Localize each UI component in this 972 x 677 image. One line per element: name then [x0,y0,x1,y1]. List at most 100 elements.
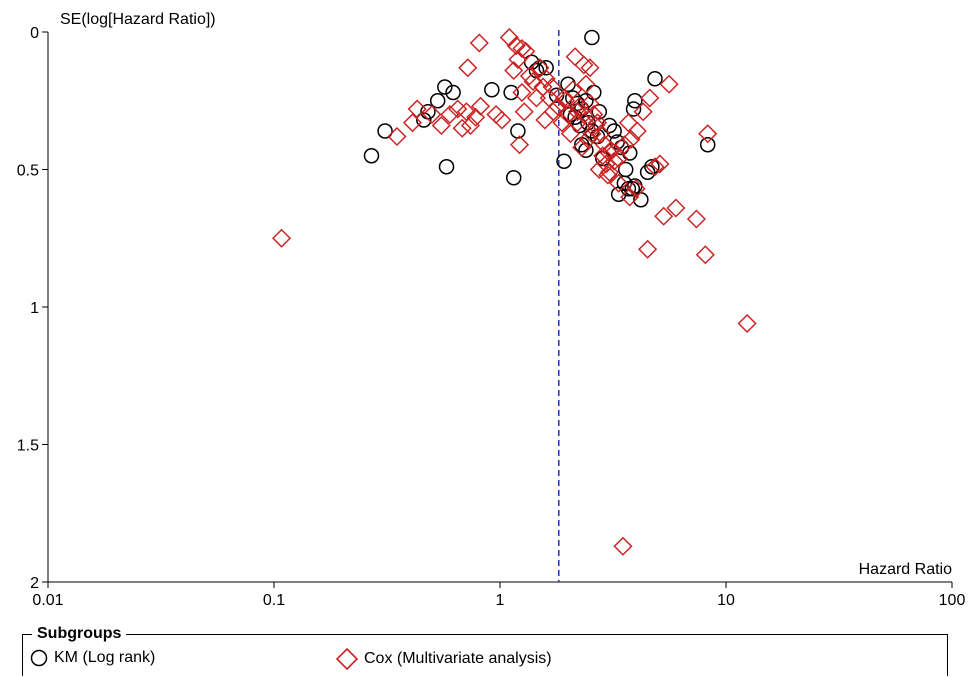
km-point [647,71,663,87]
y-tick-label: 1.5 [17,438,39,455]
cox-point [519,66,540,86]
cox-point [618,113,638,133]
cox-point [621,129,641,149]
cox-point [536,69,556,89]
km-point [438,159,455,175]
cox-point [686,209,707,229]
x-tick-label: 1 [496,592,505,609]
cox-point [499,27,519,48]
km-point [584,29,600,46]
y-tick-label: 0 [30,25,39,42]
cox-point [620,187,640,207]
cox-point [572,137,592,158]
cox-point [599,143,620,163]
km-point [484,82,500,98]
km-point [437,79,453,95]
cox-point [558,104,578,125]
cox-point [407,99,427,119]
km-point [377,123,393,139]
cox-point [576,74,596,94]
km-point [416,112,432,128]
legend-box [22,634,948,676]
km-point [445,84,461,101]
cox-point [654,206,674,226]
cox-point [698,124,718,144]
cox-point [609,148,629,169]
cox-point [580,58,600,78]
km-point [538,60,554,76]
cox-point [666,198,686,218]
cox-point [554,88,575,108]
km-point [363,148,380,164]
cox-point [613,536,633,556]
cox-point [431,115,451,136]
legend-title: Subgroups [32,625,127,643]
cox-point [593,146,613,166]
cox-point [422,104,442,125]
cox-point [512,38,532,59]
y-tick-label: 0.5 [17,163,39,180]
km-point [532,60,548,76]
cox-point [591,124,611,144]
cox-point [584,104,604,125]
x-axis-label: Hazard Ratio [859,561,952,578]
x-tick-label: 10 [717,592,735,609]
legend-item-km: KM (Log rank) [30,648,155,668]
cox-point [552,113,572,133]
cox-point [542,77,562,97]
cox-point [452,118,472,138]
cox-point [402,113,423,133]
km-point [591,104,608,120]
cox-point [633,102,653,122]
cox-point [609,173,629,193]
y-tick-label: 1 [30,300,39,317]
km-point [505,170,522,186]
circle-marker-icon [30,649,48,667]
cox-point [614,135,634,155]
km-point [613,139,630,156]
cox-point [565,47,585,67]
cox-point [458,58,478,78]
x-tick-label: 100 [939,592,966,609]
km-point [625,101,642,117]
cox-point [626,179,646,199]
cox-point [574,55,594,75]
x-tick-label: 0.1 [263,592,285,609]
cox-point [574,104,594,125]
km-point [560,76,576,92]
cox-point [599,162,620,182]
cox-point [492,110,512,130]
cox-point [387,126,407,147]
cox-point [586,115,606,136]
cox-point [695,245,715,265]
cox-point [578,129,598,149]
cox-point [645,157,665,177]
cox-point [582,124,602,144]
cox-point [589,159,609,180]
y-axis-label: SE(log[Hazard Ratio]) [60,11,216,28]
legend-label-cox: Cox (Multivariate analysis) [364,650,552,667]
diamond-marker-icon [336,648,358,670]
km-point [610,186,627,202]
cox-point [506,36,526,56]
km-point [644,159,660,175]
cox-point [567,102,587,122]
km-point [624,181,641,197]
cox-point [627,121,647,141]
cox-point [460,115,481,136]
legend-item-cox: Cox (Multivariate analysis) [336,648,552,670]
cox-point [598,165,618,185]
cox-point [504,60,524,81]
cox-point [512,82,532,103]
cox-point [526,88,547,108]
cox-point [638,239,658,259]
cox-point [508,49,528,70]
km-point [503,84,519,101]
x-tick-label: 0.01 [32,592,63,609]
cox-point [470,96,491,116]
cox-point [543,102,563,122]
data-points [271,27,757,556]
cox-point [514,102,534,122]
cox-point [469,33,489,53]
